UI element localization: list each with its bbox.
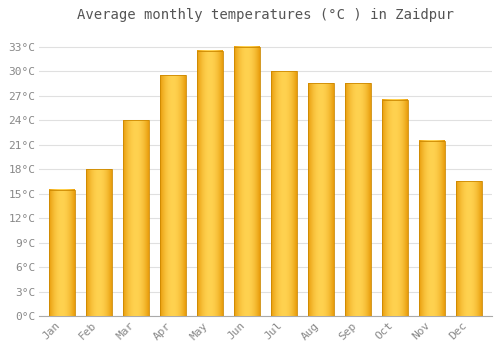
Bar (456, 181, 482, 316)
Bar (86, 169, 112, 316)
Bar (197, 51, 223, 316)
Bar (123, 120, 149, 316)
Bar (49, 190, 74, 316)
Bar (271, 71, 297, 316)
Bar (160, 75, 186, 316)
Bar (308, 84, 334, 316)
Bar (346, 84, 371, 316)
Bar (382, 100, 408, 316)
Title: Average monthly temperatures (°C ) in Zaidpur: Average monthly temperatures (°C ) in Za… (77, 8, 454, 22)
Bar (420, 141, 446, 316)
Bar (234, 47, 260, 316)
